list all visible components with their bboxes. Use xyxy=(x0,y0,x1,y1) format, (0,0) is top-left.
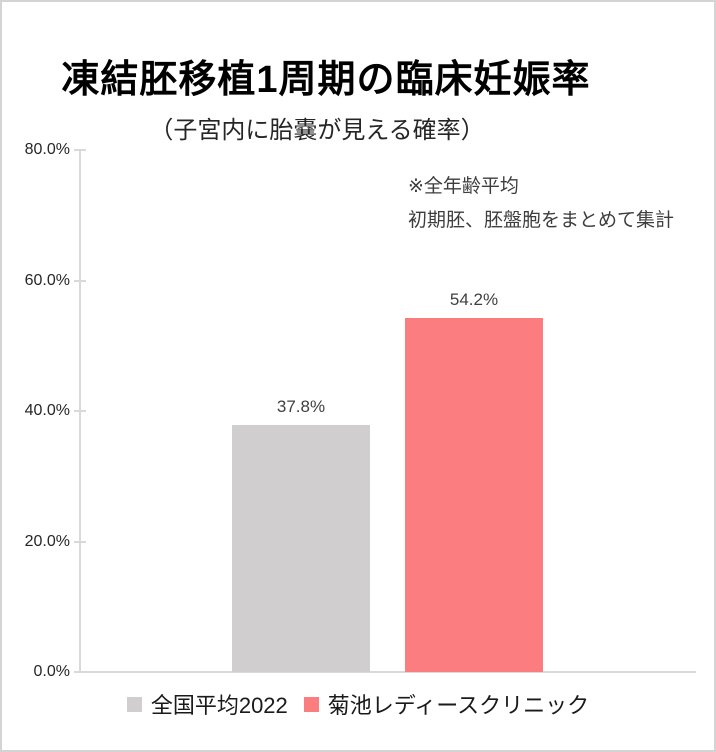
legend-label-clinic: 菊池レディースクリニック xyxy=(327,693,590,718)
x-axis-line xyxy=(79,671,696,673)
bar-value-label: 54.2% xyxy=(449,290,499,309)
y-axis-tick-label: 40.0% xyxy=(24,402,70,419)
legend-item-national-average: 全国平均2022 xyxy=(126,688,288,720)
bar-national-average xyxy=(232,425,370,672)
chart-title: 凍結胚移植1周期の臨床妊娠率 xyxy=(61,59,591,101)
legend-label-national-average: 全国平均2022 xyxy=(150,693,288,718)
annotation-line-2: 初期胚、胚盤胞をまとめて集計 xyxy=(408,210,675,231)
legend-swatch-national-average-icon xyxy=(126,696,142,712)
y-axis-line xyxy=(79,149,81,673)
bar-clinic xyxy=(405,318,543,672)
y-axis-tick-label: 60.0% xyxy=(24,271,70,289)
chart-annotation: ※全年齢平均 初期胚、胚盤胞をまとめて集計 xyxy=(408,170,674,238)
legend-item-clinic: 菊池レディースクリニック xyxy=(303,688,590,720)
y-axis-tick-label: 0.0% xyxy=(33,663,70,680)
chart-subtitle: （子宮内に胎嚢が見える確率） xyxy=(149,117,485,144)
y-axis-tick-label: 20.0% xyxy=(24,532,70,550)
legend: 全国平均2022 菊池レディースクリニック xyxy=(2,688,714,720)
annotation-line-1: ※全年齢平均 xyxy=(408,176,519,197)
y-axis-tick-label: 80.0% xyxy=(24,141,70,158)
legend-swatch-clinic-icon xyxy=(303,696,319,712)
bar-value-label: 37.8% xyxy=(276,397,326,416)
